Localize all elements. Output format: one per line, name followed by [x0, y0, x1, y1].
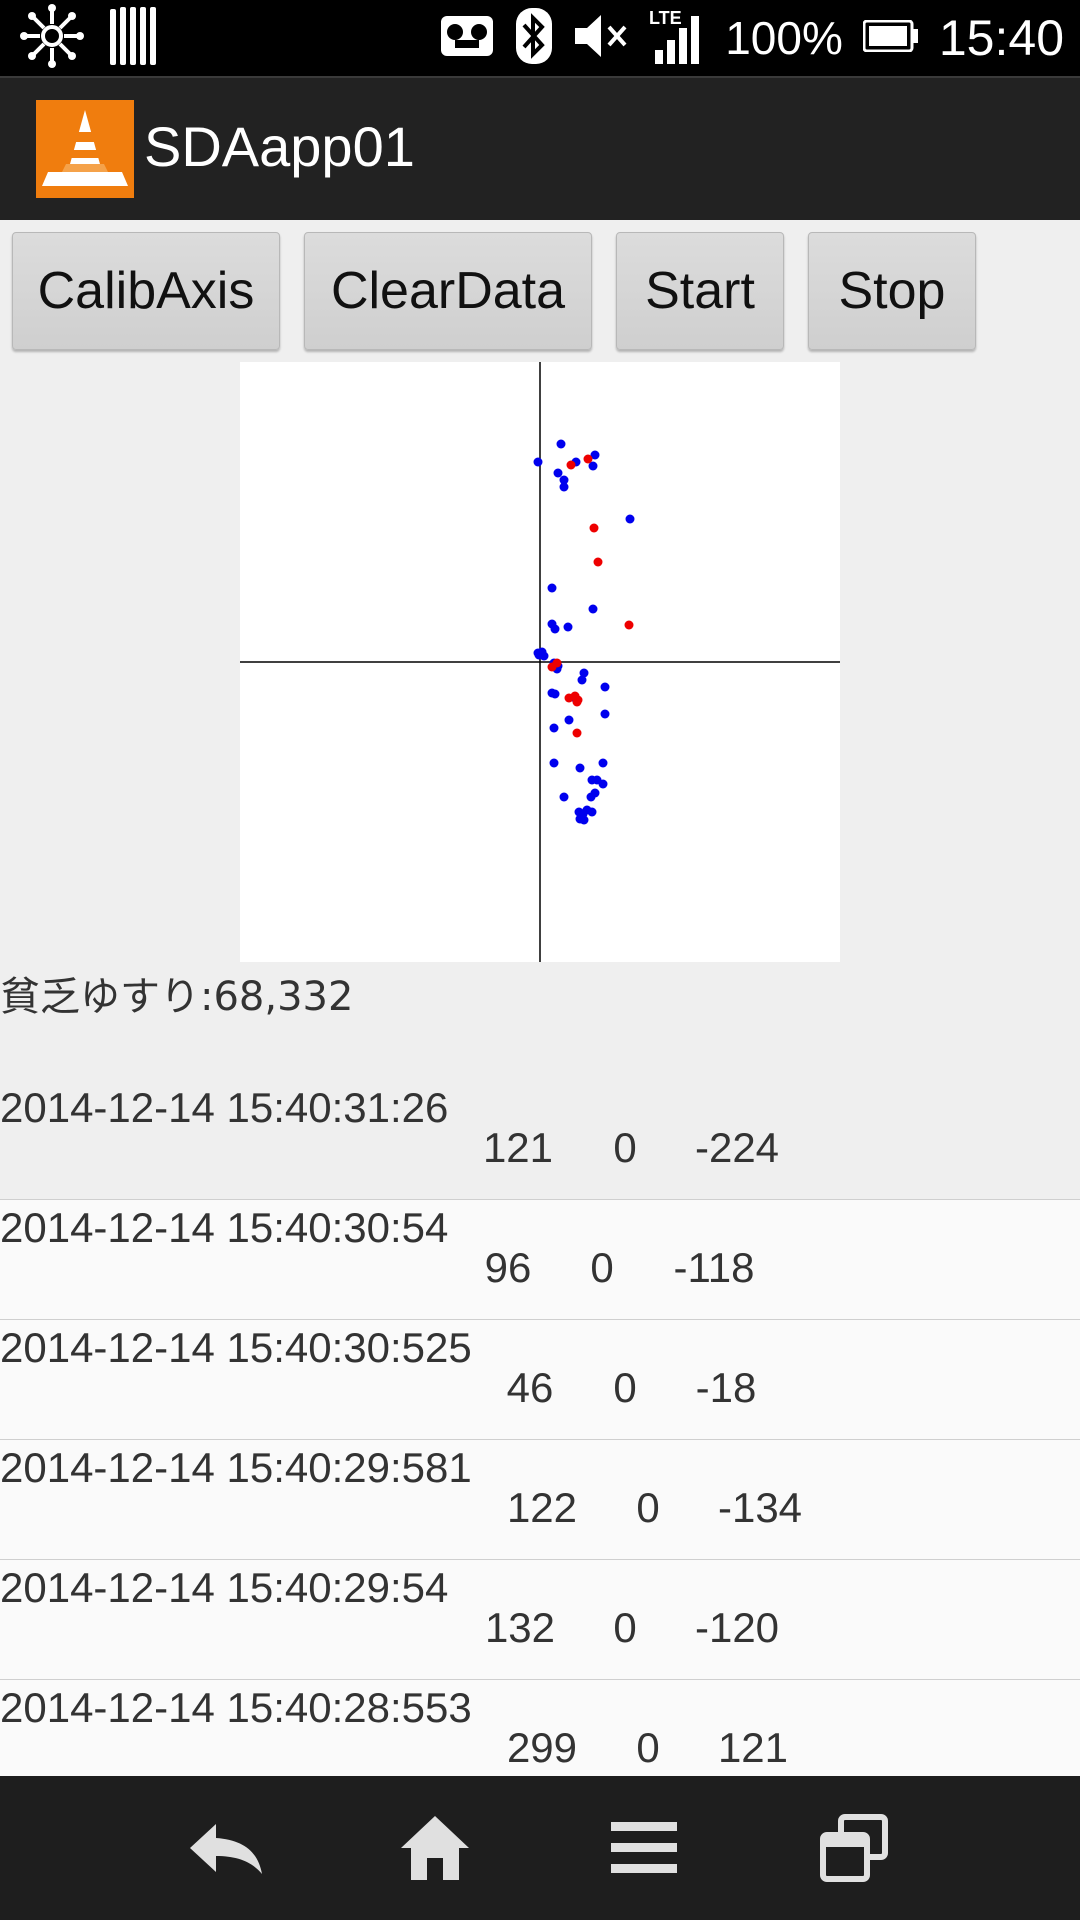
log-x-value: 96 — [484, 1244, 532, 1291]
blue-data-point — [600, 709, 610, 719]
blue-data-point — [592, 775, 602, 785]
lte-signal-icon: LTE — [649, 6, 705, 70]
blue-data-point — [550, 689, 560, 699]
blue-data-point — [559, 792, 569, 802]
log-z-value: -134 — [717, 1484, 803, 1531]
list-item[interactable]: 2014-12-14 15:40:31:26 121 0 -224 — [0, 1080, 1080, 1200]
log-z-value: 121 — [717, 1724, 789, 1771]
log-x-value: 121 — [482, 1124, 554, 1171]
sensor-plot — [240, 362, 840, 962]
blue-data-point — [564, 715, 574, 725]
blue-data-point — [577, 675, 587, 685]
bluetooth-icon — [515, 7, 553, 69]
home-icon[interactable] — [385, 1806, 485, 1890]
log-timestamp: 2014-12-14 15:40:30:525 — [0, 1324, 472, 1371]
vlc-cone-icon[interactable] — [36, 100, 134, 198]
red-data-point — [593, 557, 603, 567]
blue-data-point — [547, 583, 557, 593]
red-data-point — [566, 460, 576, 470]
log-y-value: 0 — [613, 1604, 637, 1651]
red-data-point — [570, 691, 580, 701]
log-timestamp: 2014-12-14 15:40:28:553 — [0, 1684, 472, 1731]
log-x-value: 299 — [506, 1724, 578, 1771]
blue-data-point — [549, 758, 559, 768]
mute-icon — [573, 11, 629, 65]
log-z-value: -118 — [673, 1244, 755, 1291]
blue-data-point — [549, 723, 559, 733]
list-item[interactable]: 2014-12-14 15:40:29:54 132 0 -120 — [0, 1560, 1080, 1680]
log-y-value: 0 — [590, 1244, 614, 1291]
log-y-value: 0 — [613, 1124, 637, 1171]
battery-icon — [862, 19, 919, 56]
log-y-value: 0 — [636, 1724, 660, 1771]
voicemail-icon — [439, 14, 495, 62]
blue-data-point — [553, 468, 563, 478]
blue-data-point — [590, 788, 600, 798]
status-bar: LTE 100% 15:40 — [0, 0, 1080, 76]
summary-text: 貧乏ゆすり:68,332 — [0, 974, 354, 1020]
start-button[interactable]: Start — [616, 232, 784, 350]
barcode-icon — [108, 5, 158, 71]
menu-icon[interactable] — [594, 1806, 694, 1890]
red-data-point — [624, 620, 634, 630]
log-timestamp: 2014-12-14 15:40:29:54 — [0, 1564, 449, 1611]
calib-axis-button[interactable]: CalibAxis — [12, 232, 280, 350]
log-x-value: 122 — [506, 1484, 578, 1531]
log-z-value: -18 — [695, 1364, 757, 1411]
blue-data-point — [625, 514, 635, 524]
log-y-value: 0 — [636, 1484, 660, 1531]
back-icon[interactable] — [176, 1806, 276, 1890]
log-list[interactable]: 2014-12-14 15:40:31:26 121 0 -224 2014-1… — [0, 1080, 1080, 1800]
action-bar: SDAapp01 — [0, 76, 1080, 220]
blue-data-point — [533, 457, 543, 467]
blue-data-point — [579, 815, 589, 825]
blue-data-point — [559, 482, 569, 492]
app-title: SDAapp01 — [144, 115, 415, 178]
red-data-point — [589, 523, 599, 533]
blue-data-point — [590, 450, 600, 460]
log-timestamp: 2014-12-14 15:40:30:54 — [0, 1204, 449, 1251]
navigation-bar — [0, 1776, 1080, 1920]
network-icon — [20, 4, 84, 72]
blue-data-point — [574, 807, 584, 817]
blue-data-point — [600, 682, 610, 692]
clear-data-button[interactable]: ClearData — [304, 232, 592, 350]
list-item[interactable]: 2014-12-14 15:40:30:54 96 0 -118 — [0, 1200, 1080, 1320]
list-item[interactable]: 2014-12-14 15:40:30:525 46 0 -18 — [0, 1320, 1080, 1440]
log-z-value: -120 — [694, 1604, 780, 1651]
log-x-value: 46 — [506, 1364, 554, 1411]
blue-data-point — [559, 475, 569, 485]
red-data-point — [572, 728, 582, 738]
log-x-value: 132 — [484, 1604, 556, 1651]
log-z-value: -224 — [694, 1124, 780, 1171]
blue-data-point — [539, 651, 549, 661]
blue-data-point — [598, 758, 608, 768]
blue-data-point — [563, 622, 573, 632]
battery-percent: 100% — [725, 12, 843, 64]
log-timestamp: 2014-12-14 15:40:29:581 — [0, 1444, 472, 1491]
svg-text:LTE: LTE — [649, 8, 682, 28]
log-timestamp: 2014-12-14 15:40:31:26 — [0, 1084, 449, 1131]
blue-data-point — [588, 604, 598, 614]
blue-data-point — [550, 624, 560, 634]
red-data-point — [552, 658, 562, 668]
red-data-point — [583, 454, 593, 464]
list-item[interactable]: 2014-12-14 15:40:29:581 122 0 -134 — [0, 1440, 1080, 1560]
status-clock: 15:40 — [938, 10, 1064, 66]
blue-data-point — [588, 461, 598, 471]
blue-data-point — [579, 668, 589, 678]
log-y-value: 0 — [613, 1364, 637, 1411]
recent-apps-icon[interactable] — [804, 1806, 904, 1890]
stop-button[interactable]: Stop — [808, 232, 976, 350]
plot-canvas — [240, 362, 840, 962]
blue-data-point — [556, 439, 566, 449]
blue-data-point — [575, 763, 585, 773]
